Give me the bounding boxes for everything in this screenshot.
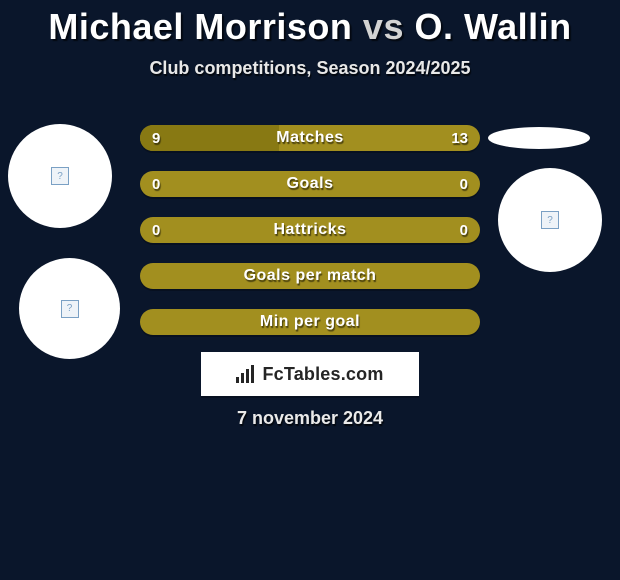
logo-text-rest: Tables.com (284, 364, 384, 385)
image-placeholder-icon: ? (61, 300, 79, 318)
stat-label: Goals per match (140, 263, 480, 289)
title-vs: vs (363, 6, 404, 47)
avatar-right-ellipse (488, 127, 590, 149)
comparison-card: Michael Morrison vs O. Wallin Club compe… (0, 0, 620, 580)
fctables-logo: FcTables.com (201, 352, 419, 396)
stat-value-right (456, 309, 480, 335)
stat-label: Min per goal (140, 309, 480, 335)
bars-icon (236, 365, 256, 383)
avatar-left-top: ? (8, 124, 112, 228)
stat-value-right: 13 (439, 125, 480, 151)
date: 7 november 2024 (0, 408, 620, 429)
stat-row: 0 Goals 0 (140, 171, 480, 197)
fctables-logo-text: FcTables.com (236, 364, 383, 385)
stat-label: Matches (140, 125, 480, 151)
title: Michael Morrison vs O. Wallin (0, 0, 620, 48)
image-placeholder-icon: ? (541, 211, 559, 229)
stat-value-right: 0 (448, 171, 480, 197)
subtitle: Club competitions, Season 2024/2025 (0, 58, 620, 79)
stat-row: 0 Hattricks 0 (140, 217, 480, 243)
player2-name: O. Wallin (414, 6, 571, 47)
stat-label: Goals (140, 171, 480, 197)
stat-rows: 9 Matches 13 0 Goals 0 0 Hattricks 0 Goa… (140, 125, 480, 355)
stat-row: Goals per match (140, 263, 480, 289)
stat-row: Min per goal (140, 309, 480, 335)
avatar-left-bottom: ? (19, 258, 120, 359)
logo-text-fc: Fc (262, 364, 283, 385)
stat-value-right: 0 (448, 217, 480, 243)
stat-label: Hattricks (140, 217, 480, 243)
stat-value-right (456, 263, 480, 289)
player1-name: Michael Morrison (48, 6, 352, 47)
avatar-right: ? (498, 168, 602, 272)
image-placeholder-icon: ? (51, 167, 69, 185)
stat-row: 9 Matches 13 (140, 125, 480, 151)
